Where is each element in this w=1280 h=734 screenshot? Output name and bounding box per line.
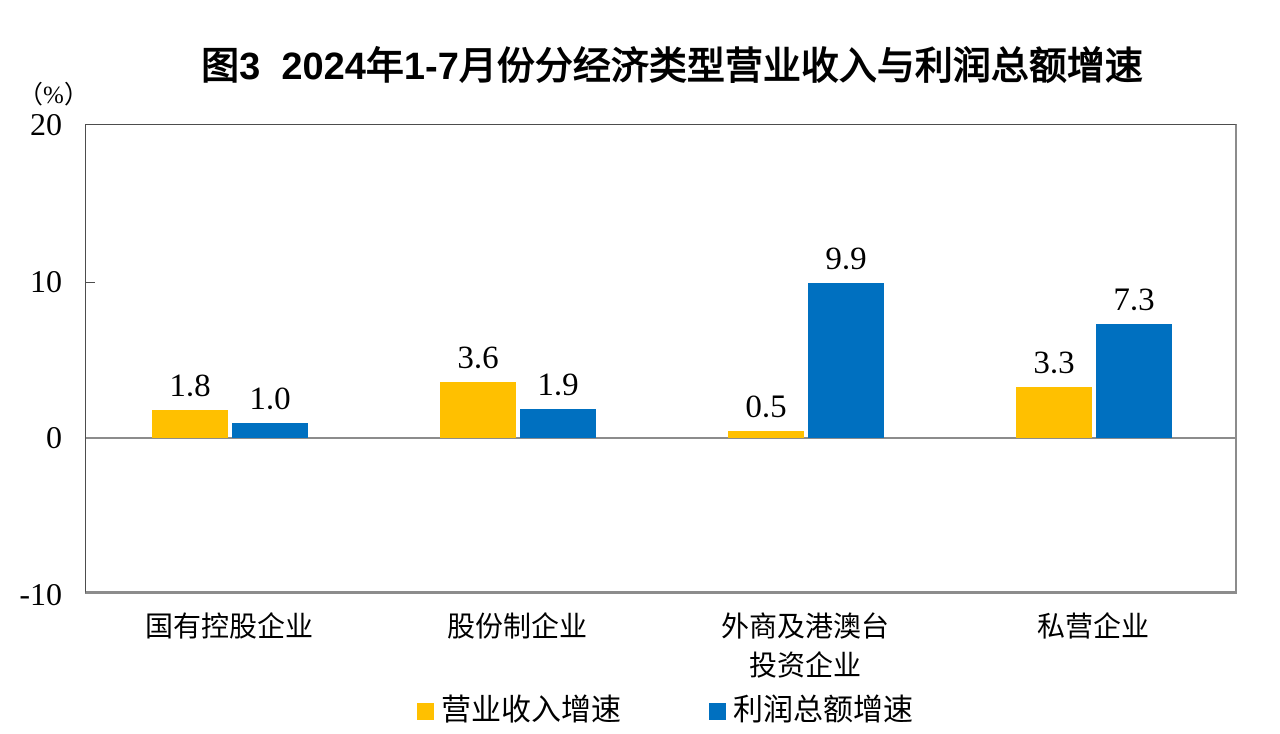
bar-value-label: 3.3 bbox=[1033, 344, 1075, 381]
legend: 营业收入增速 利润总额增速 bbox=[417, 694, 913, 728]
y-axis: 20 10 0 -10 bbox=[0, 108, 62, 610]
bar-利润总额增速 bbox=[520, 408, 596, 439]
bar-营业收入增速 bbox=[152, 410, 228, 439]
bar-value-label: 3.6 bbox=[457, 339, 499, 376]
bar-营业收入增速 bbox=[440, 381, 516, 439]
legend-item: 利润总额增速 bbox=[709, 694, 913, 728]
y-axis-tick-label: 20 bbox=[30, 106, 62, 142]
bar-value-label: 7.3 bbox=[1113, 281, 1155, 318]
x-axis-category-labels: 国有控股企业 股份制企业 外商及港澳台 投资企业 私营企业 bbox=[85, 608, 1237, 688]
bar-value-label: 1.0 bbox=[249, 380, 291, 417]
bar-value-label: 9.9 bbox=[825, 241, 867, 278]
legend-swatch bbox=[709, 702, 726, 720]
bar-value-label: 1.9 bbox=[537, 366, 579, 403]
legend-label: 利润总额增速 bbox=[733, 694, 913, 727]
bar-利润总额增速 bbox=[232, 422, 308, 439]
bar-营业收入增速 bbox=[728, 430, 804, 439]
y-axis-tick-mark bbox=[86, 281, 95, 283]
bar-营业收入增速 bbox=[1016, 386, 1092, 439]
chart-title: 图3 2024年1-7月份分经济类型营业收入与利润总额增速 bbox=[201, 46, 1143, 88]
legend-label: 营业收入增速 bbox=[441, 694, 621, 727]
bar-利润总额增速 bbox=[1096, 323, 1172, 439]
plot-area: 1.8 3.6 0.5 3.3 1.0 1.9 9.9 7.3 bbox=[85, 124, 1237, 594]
zero-gridline bbox=[86, 437, 1235, 440]
x-axis-category-label: 股份制企业 bbox=[446, 612, 587, 643]
y-axis-tick-label: 0 bbox=[46, 419, 62, 456]
y-axis-unit-label: （%） bbox=[18, 82, 89, 109]
bar-value-label: 1.8 bbox=[169, 368, 211, 405]
bar-value-label: 0.5 bbox=[745, 388, 787, 425]
legend-item: 营业收入增速 bbox=[417, 694, 621, 728]
bar-利润总额增速 bbox=[808, 283, 884, 439]
x-axis-category-label: 国有控股企业 bbox=[144, 612, 313, 643]
x-axis-category-label: 私营企业 bbox=[1036, 612, 1149, 643]
y-axis-tick-label: 10 bbox=[30, 262, 62, 299]
x-axis-category-label: 外商及港澳台 投资企业 bbox=[720, 612, 889, 682]
y-axis-tick-label: -10 bbox=[19, 576, 62, 612]
legend-swatch bbox=[417, 702, 434, 720]
